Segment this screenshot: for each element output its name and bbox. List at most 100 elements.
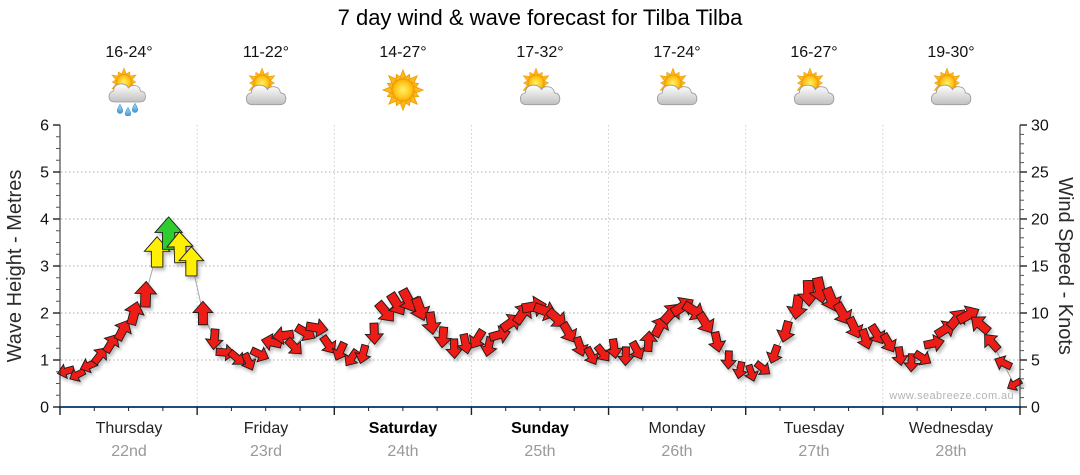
wind-arrow: [923, 333, 945, 353]
wind-arrow: [559, 320, 578, 343]
weather-icon-sunny: [378, 64, 428, 116]
gridlines: [61, 125, 1020, 407]
wind-arrow: [319, 334, 337, 354]
wind-arrow: [719, 350, 738, 370]
weather-icon-partly-cloudy: [241, 64, 291, 116]
day-date: 26th: [661, 443, 693, 460]
wind-arrow: [970, 316, 992, 336]
wind-arrow: [249, 346, 270, 363]
left-axis-title: Wave Height - Metres: [4, 169, 26, 363]
wind-arrow: [867, 322, 886, 345]
left-tick-label: 4: [40, 212, 49, 229]
wind-arrow: [227, 348, 245, 365]
wind-arrow: [178, 245, 205, 277]
wind-arrow: [409, 295, 431, 322]
wind-arrow: [433, 326, 453, 349]
left-tick-label: 0: [40, 400, 49, 417]
right-tick-label: 15: [1031, 259, 1049, 276]
wind-arrow: [994, 355, 1014, 371]
wind-arrow: [753, 359, 771, 375]
wind-arrow: [133, 280, 158, 308]
wind-arrow: [271, 325, 295, 346]
day-date: 22nd: [111, 443, 147, 460]
wind-arrow: [192, 300, 214, 326]
day-date: 24th: [387, 443, 419, 460]
day-temperature-range: 19-30°: [927, 44, 975, 61]
day-date: 23rd: [249, 443, 283, 460]
wind-arrow: [891, 345, 909, 367]
day-temperature-range: 11-22°: [242, 44, 290, 61]
wind-arrow: [153, 216, 184, 250]
wind-arrow: [421, 311, 442, 336]
wind-arrow: [397, 286, 419, 313]
day-date: 25th: [524, 443, 556, 460]
watermark: www.seabreeze.com.au: [889, 390, 1014, 402]
left-tick-label: 3: [40, 259, 49, 276]
wind-arrow: [90, 347, 107, 366]
wind-arrow: [879, 331, 897, 353]
wind-arrow: [776, 319, 796, 343]
right-axis-title: Wind Speed - Knots: [1054, 177, 1076, 355]
weather-icon-partly-cloudy: [926, 64, 976, 116]
day-temperature-range: 14-27°: [379, 44, 427, 61]
wind-arrow: [902, 353, 920, 373]
wind-arrow: [639, 330, 659, 353]
wind-arrow: [260, 332, 283, 352]
wind-arrow: [695, 310, 715, 334]
wind-arrow: [732, 360, 749, 380]
wind-arrow: [832, 300, 853, 325]
wind-arrow: [305, 317, 329, 338]
wind-arrow: [166, 231, 194, 264]
day-temperature-range: 16-27°: [790, 44, 838, 61]
wind-arrow: [984, 334, 1002, 353]
wind-arrow: [69, 367, 87, 382]
day-name: Monday: [648, 420, 706, 437]
wind-arrow: [204, 328, 224, 351]
wind-arrow: [364, 322, 385, 345]
wind-arrow: [571, 335, 589, 357]
axes: 0 1 2 3 4 5 6 0 5 10 15 20 25 30: [40, 118, 1049, 417]
left-tick-label: 6: [40, 118, 49, 135]
chart-title: 7 day wind & wave forecast for Tilba Til…: [337, 5, 743, 30]
day-name: Tuesday: [783, 420, 845, 437]
left-tick-label: 2: [40, 306, 49, 323]
day-date: 27th: [798, 443, 830, 460]
day-temperature-range: 17-32°: [516, 44, 564, 61]
wind-arrow: [123, 300, 145, 327]
right-tick-label: 0: [1031, 400, 1040, 417]
right-tick-label: 30: [1031, 118, 1049, 135]
wind-arrow: [468, 327, 487, 349]
day-name: Thursday: [95, 420, 163, 437]
day-name: Sunday: [511, 420, 569, 437]
wind-arrow: [605, 338, 624, 360]
wind-arrow: [743, 363, 760, 382]
wind-arrow: [593, 343, 610, 362]
wind-arrow: [616, 346, 635, 367]
weather-icon-partly-cloudy: [652, 64, 702, 116]
right-tick-label: 5: [1031, 353, 1040, 370]
right-tick-label: 20: [1031, 212, 1049, 229]
wind-arrow: [765, 343, 783, 364]
wind-arrow: [707, 330, 727, 353]
wind-arrow: [545, 307, 567, 327]
wind-arrows: [56, 216, 1024, 391]
day-temperature-range: 17-24°: [653, 44, 701, 61]
right-tick-label: 25: [1031, 165, 1049, 182]
day-name: Friday: [243, 420, 289, 437]
wind-arrow: [628, 339, 646, 360]
day-name: Saturday: [368, 420, 438, 437]
left-tick-label: 5: [40, 165, 49, 182]
wind-arrow: [845, 315, 864, 339]
day-name: Wednesday: [908, 420, 994, 437]
wind-arrow: [102, 333, 120, 355]
right-tick-label: 10: [1031, 306, 1049, 323]
wind-arrow: [240, 351, 257, 371]
wind-arrow: [284, 336, 302, 355]
weather-icon-partly-cloudy: [789, 64, 839, 116]
weather-icon-partly-cloudy: [515, 64, 565, 116]
wind-arrow: [113, 319, 132, 342]
wind-arrow: [354, 343, 372, 365]
weather-icon-showers: [104, 64, 154, 117]
day-date: 28th: [935, 443, 967, 460]
